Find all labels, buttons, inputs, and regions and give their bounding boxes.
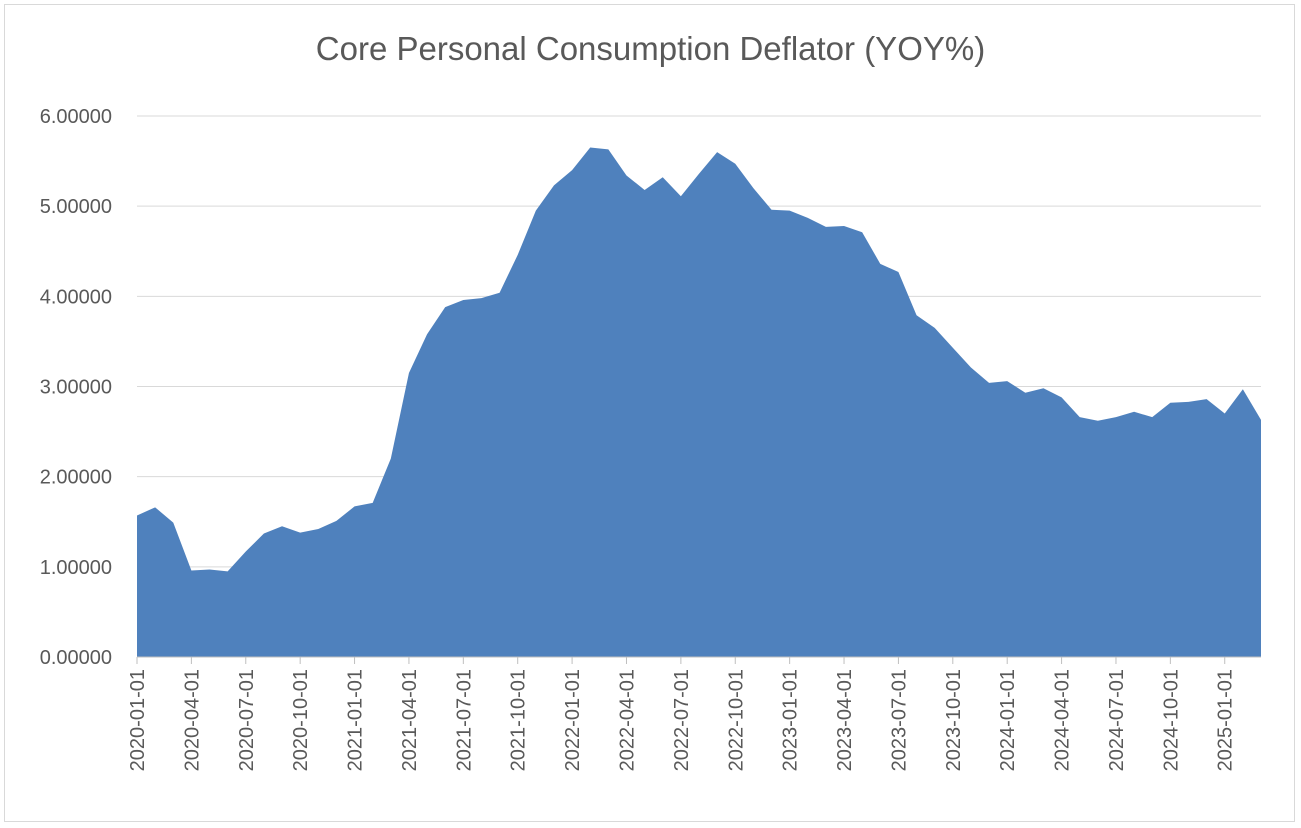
x-tick-label: 2022-10-01	[725, 669, 747, 771]
y-tick-label: 2.00000	[40, 467, 112, 489]
x-tick-label: 2021-04-01	[399, 669, 421, 771]
x-tick-label: 2025-01-01	[1215, 669, 1237, 771]
x-tick-label: 2021-07-01	[453, 669, 475, 771]
x-tick-label: 2022-04-01	[616, 669, 638, 771]
x-tick-label: 2023-07-01	[888, 669, 910, 771]
x-tick-label: 2024-01-01	[997, 669, 1019, 771]
x-axis-ticks: 2020-01-01 2020-04-01 2020-07-01 2020-10-01…	[127, 657, 1237, 771]
y-axis-ticks: 0.00000 1.00000 2.00000 3.00000 4.00000 5.000…	[40, 106, 112, 669]
y-tick-label: 4.00000	[40, 286, 112, 308]
x-tick-label: 2021-10-01	[508, 669, 530, 771]
x-tick-label: 2024-04-01	[1052, 669, 1074, 771]
x-tick-label: 2024-07-01	[1106, 669, 1128, 771]
x-tick-label: 2023-10-01	[943, 669, 965, 771]
x-tick-label: 2020-01-01	[127, 669, 149, 771]
x-tick-label: 2023-01-01	[780, 669, 802, 771]
data-area	[137, 147, 1261, 657]
series-area	[137, 147, 1261, 657]
y-tick-label: 5.00000	[40, 196, 112, 218]
chart-title: Core Personal Consumption Deflator (YOY%…	[315, 30, 986, 67]
x-tick-label: 2020-10-01	[290, 669, 312, 771]
x-tick-label: 2023-04-01	[834, 669, 856, 771]
x-tick-label: 2024-10-01	[1160, 669, 1182, 771]
x-tick-label: 2020-07-01	[236, 669, 258, 771]
x-tick-label: 2021-01-01	[345, 669, 367, 771]
x-tick-label: 2022-07-01	[671, 669, 693, 771]
y-tick-label: 6.00000	[40, 106, 112, 128]
y-tick-label: 0.00000	[40, 647, 112, 669]
x-tick-label: 2022-01-01	[562, 669, 584, 771]
y-tick-label: 3.00000	[40, 377, 112, 399]
y-tick-label: 1.00000	[40, 557, 112, 579]
x-tick-label: 2020-04-01	[181, 669, 203, 771]
